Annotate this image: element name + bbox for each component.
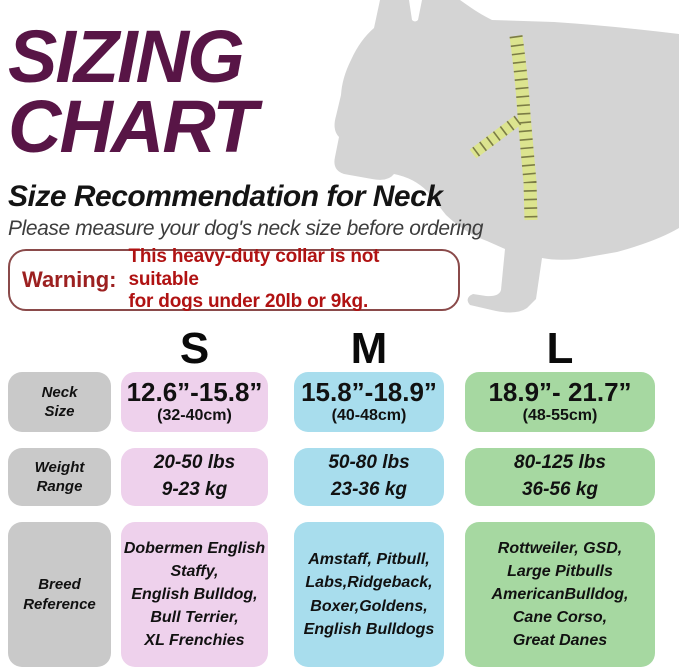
- neck-size-cell-l: 18.9”- 21.7” (48-55cm): [465, 372, 655, 432]
- weight-cell-m: 50-80 lbs 23-36 kg: [294, 448, 444, 506]
- weight-text-m: 50-80 lbs 23-36 kg: [328, 452, 410, 500]
- neck-cm-m: (40-48cm): [331, 406, 407, 424]
- weight-cell-l: 80-125 lbs 36-56 kg: [465, 448, 655, 506]
- warning-box: Warning: This heavy-duty collar is not s…: [8, 245, 460, 313]
- neck-range-m: 15.8”-18.9”: [301, 377, 437, 408]
- row-label-weight-range: Weight Range: [8, 448, 111, 506]
- dog-body-shape: [334, 0, 679, 313]
- weight-text-l: 80-125 lbs 36-56 kg: [514, 452, 606, 500]
- breed-cell-s: Dobermen English Staffy, English Bulldog…: [121, 522, 268, 667]
- breed-text-m: Amstaff, Pitbull, Labs,Ridgeback, Boxer,…: [303, 551, 435, 638]
- breed-text-l: Rottweiler, GSD, Large Pitbulls American…: [491, 539, 629, 650]
- breed-text-s: Dobermen English Staffy, English Bulldog…: [123, 539, 266, 650]
- neck-range-l: 18.9”- 21.7”: [488, 377, 632, 408]
- neck-size-cell-s: 12.6”-15.8” (32-40cm): [121, 372, 268, 432]
- weight-text-s: 20-50 lbs 9-23 kg: [153, 452, 236, 500]
- neck-cm-s: (32-40cm): [157, 406, 232, 424]
- measuring-tape-icon: [469, 35, 538, 221]
- warning-message: This heavy-duty collar is not suitable f…: [128, 245, 380, 313]
- breed-cell-l: Rottweiler, GSD, Large Pitbulls American…: [465, 522, 655, 667]
- page-title-line2: CHART: [8, 84, 258, 168]
- warning-label: Warning:: [22, 267, 117, 292]
- dog-silhouette-illustration: [334, 0, 679, 313]
- section-subtitle: Size Recommendation for Neck: [8, 180, 443, 213]
- neck-size-cell-m: 15.8”-18.9” (40-48cm): [294, 372, 444, 432]
- weight-cell-s: 20-50 lbs 9-23 kg: [121, 448, 268, 506]
- sizing-table: Neck Size 12.6”-15.8” (32-40cm) 15.8”-18…: [8, 372, 655, 667]
- size-header-s: S: [179, 324, 210, 373]
- neck-cm-l: (48-55cm): [522, 406, 598, 424]
- page-title: SIZING CHART: [8, 15, 258, 168]
- size-header-l: L: [546, 324, 574, 373]
- size-header-m: M: [350, 324, 388, 373]
- row-label-neck-size: Neck Size: [8, 372, 111, 432]
- page-title-line1: SIZING: [8, 15, 245, 98]
- breed-cell-m: Amstaff, Pitbull, Labs,Ridgeback, Boxer,…: [294, 522, 444, 667]
- row-label-breed-reference: Breed Reference: [8, 522, 111, 667]
- neck-range-s: 12.6”-15.8”: [126, 377, 263, 408]
- size-header-row: S M L: [8, 326, 655, 372]
- measure-note: Please measure your dog's neck size befo…: [8, 217, 484, 240]
